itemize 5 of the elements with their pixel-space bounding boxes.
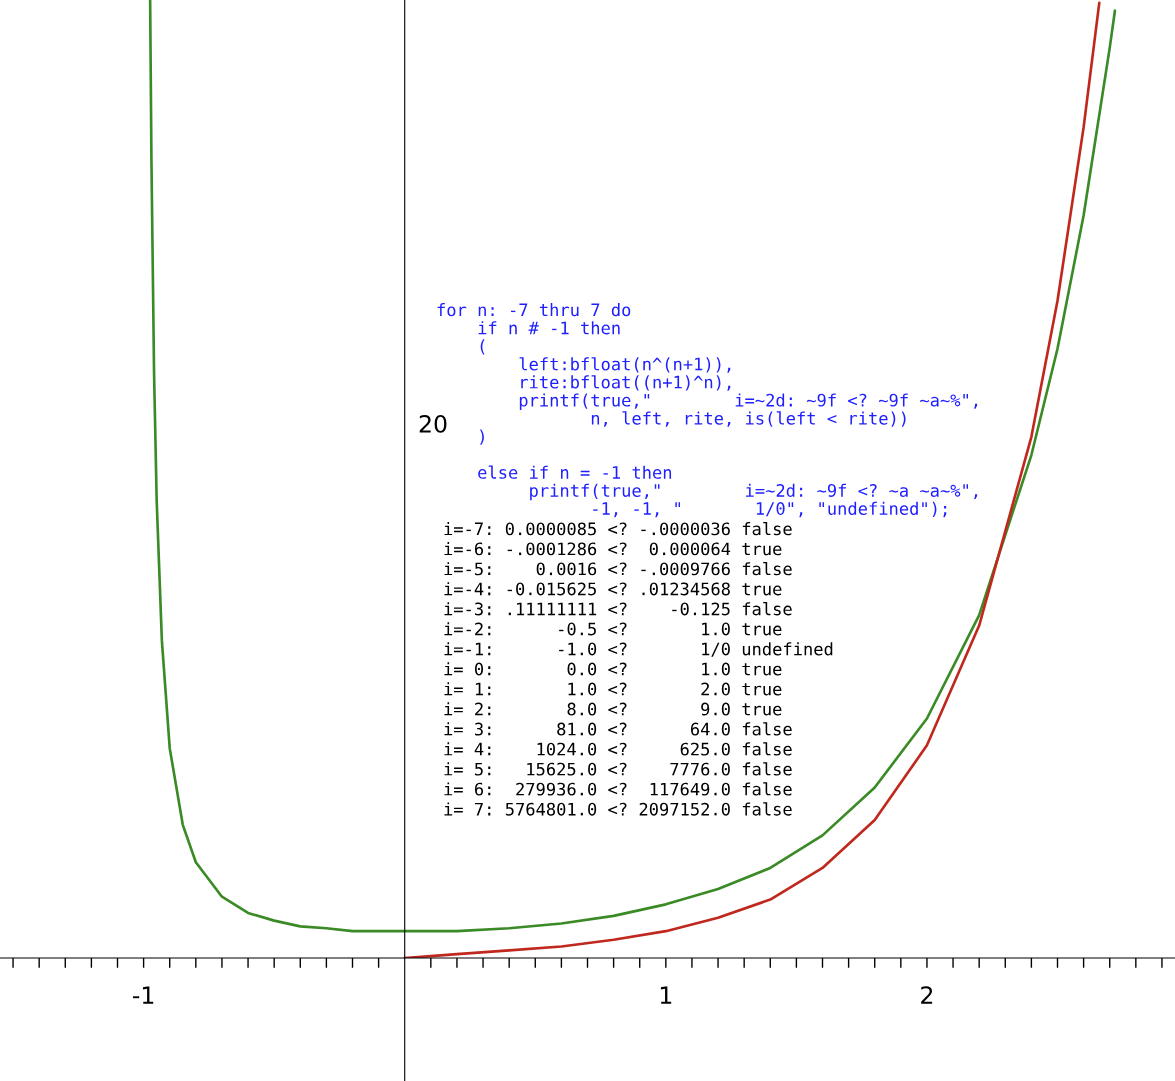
x-tick-label: 2 (921, 986, 933, 1004)
text: i=-7: 0.0000085 <? -.0000036 false i=-6: -.0001286 <? 0.000064 true i=-5: 0.0016 <? -.0009766 false i=-4: -0.015625 <? .01234568 true i=-3: .11111111 <? -0.125 false i=-2: -0.5 <? 1.0 true i=-1: -1.0 <? 1/0 undefined i= 0: 0.0 <? 1.0 true i= 1: 1.0 <? 2.0 true i= 2: 8.0 <? 9.0 true i= 3: 81.0 <? 64.0 false i= 4: 1024.0 <? 625.0 false i= 5: 15625.0 <? 7776.0 false i= 6: 279936.0 <? 117649.0 false i= 7: 5764801.0 <? 2097152.0 false (444, 522, 833, 816)
x-tick-label: 1 (660, 986, 672, 1004)
x-tick-label: -1 (133, 986, 154, 1004)
annotation: 20 (419, 414, 447, 433)
